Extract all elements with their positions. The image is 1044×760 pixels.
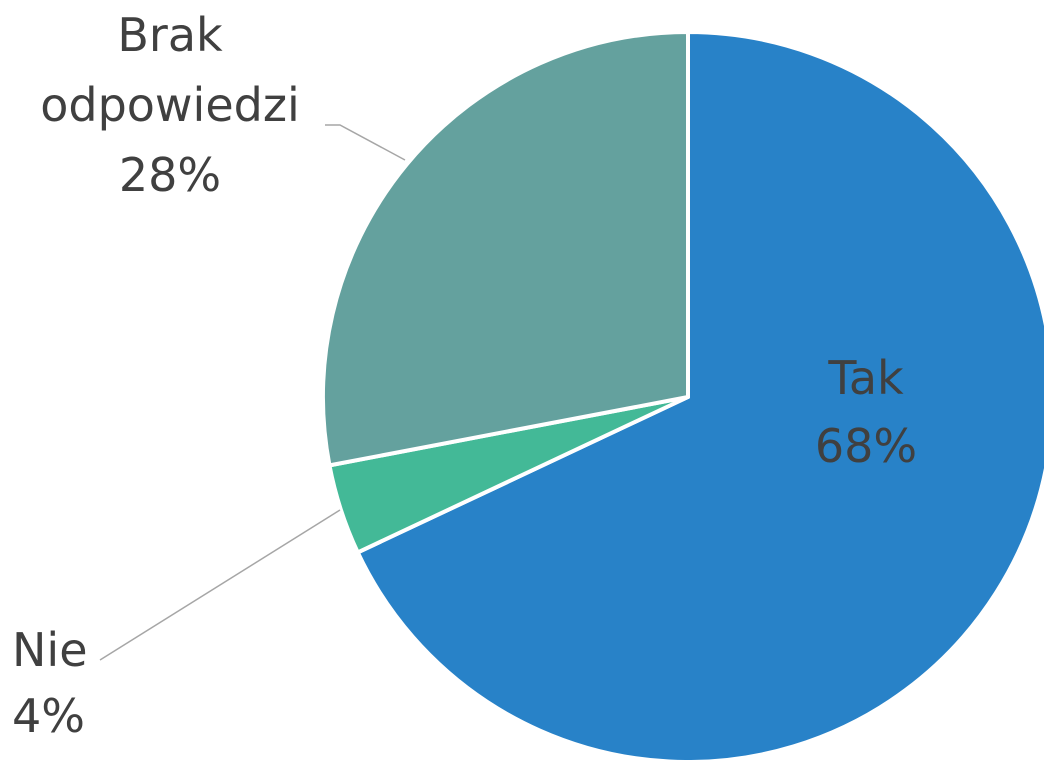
- leader-line: [99, 509, 341, 661]
- leader-line: [325, 124, 406, 161]
- pie-slice: [321, 30, 690, 468]
- data-label: Nie 4%: [12, 617, 162, 749]
- category-label: Nie: [12, 623, 88, 677]
- pie-slice: [355, 30, 1044, 760]
- data-label: Brak odpowiedzi 28%: [10, 0, 330, 210]
- value-label: 28%: [118, 148, 222, 202]
- value-label: 68%: [814, 419, 918, 473]
- data-label: Tak 68%: [766, 344, 966, 480]
- category-label: Tak: [828, 351, 904, 405]
- category-label: Brak odpowiedzi: [40, 8, 300, 132]
- value-label: 4%: [12, 689, 85, 743]
